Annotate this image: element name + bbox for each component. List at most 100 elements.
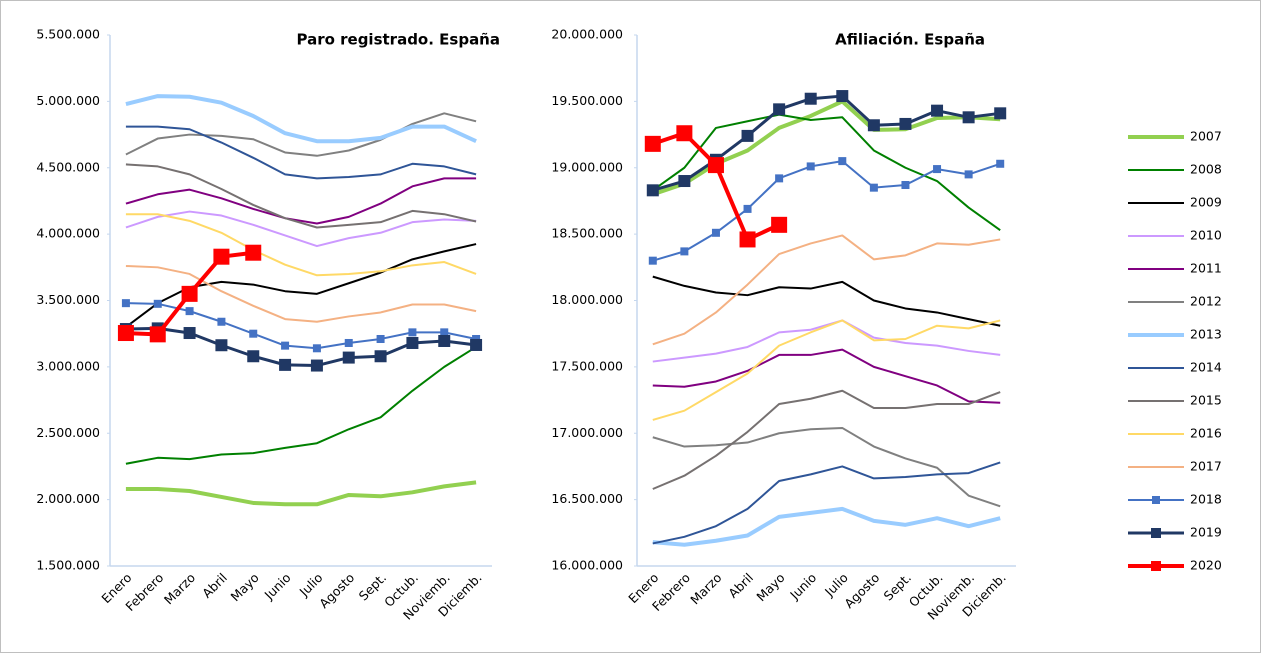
series-line bbox=[125, 163, 477, 229]
series-marker bbox=[964, 170, 973, 179]
series-marker bbox=[440, 328, 449, 337]
series-line bbox=[125, 210, 477, 248]
series-line bbox=[652, 426, 1001, 508]
legend-label: 2015 bbox=[1190, 393, 1222, 408]
y-tick-label: 5.000.000 bbox=[36, 93, 100, 108]
series-marker bbox=[644, 135, 661, 152]
y-tick-label: 2.500.000 bbox=[36, 425, 100, 440]
legend-label: 2018 bbox=[1190, 492, 1222, 507]
legend-label: 2013 bbox=[1190, 327, 1222, 342]
series-marker bbox=[281, 341, 290, 350]
chart-title: Paro registrado. España bbox=[296, 31, 500, 49]
series-line bbox=[652, 234, 1001, 346]
series-marker bbox=[867, 119, 880, 132]
series-marker bbox=[680, 247, 689, 256]
series-marker bbox=[470, 338, 483, 351]
series-line bbox=[125, 94, 477, 144]
y-tick-label: 17.500.000 bbox=[551, 358, 623, 373]
legend-label: 2010 bbox=[1190, 228, 1222, 243]
series-marker bbox=[213, 248, 230, 265]
series-marker bbox=[408, 328, 417, 337]
series-marker bbox=[117, 325, 134, 342]
y-tick-label: 19.000.000 bbox=[551, 159, 623, 174]
legend-label: 2020 bbox=[1190, 558, 1222, 573]
series-marker bbox=[245, 244, 262, 261]
y-tick-label: 2.000.000 bbox=[36, 491, 100, 506]
y-tick-label: 20.000.000 bbox=[551, 27, 623, 42]
series-marker bbox=[739, 231, 756, 248]
series-marker bbox=[438, 334, 451, 347]
y-tick-label: 1.500.000 bbox=[36, 558, 100, 573]
series-marker bbox=[678, 175, 691, 188]
series-line bbox=[652, 506, 1001, 547]
series-line bbox=[652, 319, 1001, 421]
series-marker bbox=[648, 256, 657, 265]
series-marker bbox=[676, 125, 693, 142]
legend-label: 2009 bbox=[1190, 195, 1222, 210]
legend-marker bbox=[1151, 528, 1161, 538]
series-marker bbox=[249, 329, 258, 338]
series-line bbox=[652, 389, 1001, 490]
series-marker bbox=[996, 159, 1005, 168]
series-line bbox=[125, 125, 477, 180]
series-line bbox=[125, 480, 477, 507]
series-marker bbox=[962, 111, 975, 124]
y-tick-label: 16.000.000 bbox=[551, 558, 623, 573]
series-line bbox=[652, 275, 1001, 327]
y-tick-label: 17.000.000 bbox=[551, 425, 623, 440]
series-line bbox=[652, 461, 1001, 545]
series-line bbox=[125, 264, 477, 323]
series-line bbox=[125, 302, 477, 350]
series-marker bbox=[899, 117, 912, 130]
legend-label: 2011 bbox=[1190, 261, 1222, 276]
series-marker bbox=[215, 339, 228, 352]
series-marker bbox=[994, 107, 1007, 120]
y-tick-label: 3.500.000 bbox=[36, 292, 100, 307]
series-marker bbox=[707, 157, 724, 174]
series-marker bbox=[279, 358, 292, 371]
series-marker bbox=[646, 184, 659, 197]
series-marker bbox=[406, 336, 419, 349]
series-marker bbox=[775, 174, 784, 183]
series-marker bbox=[185, 307, 194, 316]
legend-label: 2017 bbox=[1190, 459, 1222, 474]
series-marker bbox=[344, 338, 353, 347]
series-marker bbox=[149, 326, 166, 343]
series-line bbox=[652, 319, 1001, 363]
series-line bbox=[652, 113, 1001, 231]
series-marker bbox=[374, 350, 387, 363]
series-line bbox=[652, 160, 1001, 262]
series-marker bbox=[838, 157, 847, 166]
series-marker bbox=[153, 299, 162, 308]
legend-label: 2016 bbox=[1190, 426, 1222, 441]
series-marker bbox=[711, 228, 720, 237]
series-marker bbox=[931, 104, 944, 117]
series-marker bbox=[121, 299, 130, 308]
series-marker bbox=[869, 183, 878, 192]
y-tick-label: 18.000.000 bbox=[551, 292, 623, 307]
legend-label: 2008 bbox=[1190, 162, 1222, 177]
series-marker bbox=[247, 350, 260, 363]
series-line bbox=[125, 346, 477, 465]
legend-label: 2007 bbox=[1190, 129, 1222, 144]
y-tick-label: 18.500.000 bbox=[551, 226, 623, 241]
series-marker bbox=[312, 344, 321, 353]
y-tick-label: 19.500.000 bbox=[551, 93, 623, 108]
series-marker bbox=[773, 103, 786, 116]
series-marker bbox=[183, 327, 196, 340]
series-line bbox=[125, 177, 477, 225]
series-line bbox=[125, 112, 477, 157]
series-marker bbox=[771, 216, 788, 233]
series-marker bbox=[342, 351, 355, 364]
series-marker bbox=[806, 162, 815, 171]
series-marker bbox=[181, 285, 198, 302]
legend-label: 2014 bbox=[1190, 360, 1222, 375]
legend-marker bbox=[1151, 561, 1161, 571]
chart-title: Afiliación. España bbox=[835, 31, 985, 49]
y-tick-label: 16.500.000 bbox=[551, 491, 623, 506]
legend-marker bbox=[1152, 496, 1160, 504]
series-marker bbox=[310, 359, 323, 372]
legend-label: 2019 bbox=[1190, 525, 1222, 540]
